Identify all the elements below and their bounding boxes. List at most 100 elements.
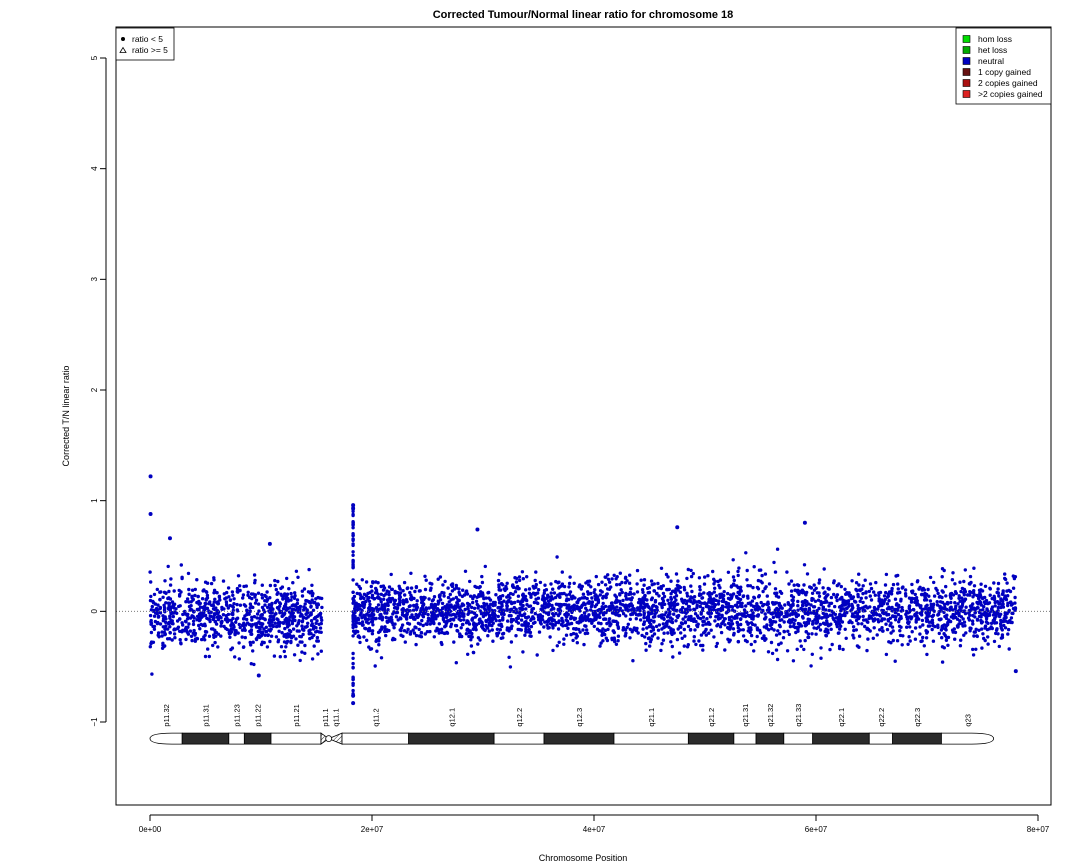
data-point bbox=[490, 628, 494, 632]
data-point bbox=[802, 563, 807, 567]
data-point bbox=[925, 631, 929, 635]
data-point bbox=[667, 612, 672, 616]
data-point bbox=[180, 575, 184, 579]
data-point bbox=[260, 593, 264, 597]
data-point bbox=[236, 574, 241, 578]
data-point bbox=[234, 620, 238, 624]
data-point bbox=[542, 625, 546, 629]
data-point bbox=[806, 632, 811, 636]
data-point bbox=[572, 616, 576, 620]
data-point bbox=[358, 640, 362, 645]
data-point bbox=[380, 618, 384, 622]
data-point bbox=[554, 595, 558, 600]
data-point bbox=[274, 624, 279, 629]
data-point bbox=[600, 590, 604, 594]
data-point bbox=[572, 603, 576, 607]
data-point bbox=[798, 639, 802, 643]
data-point bbox=[461, 622, 465, 627]
data-point bbox=[750, 616, 754, 621]
data-point bbox=[643, 593, 647, 598]
data-point bbox=[832, 617, 836, 622]
data-point bbox=[951, 612, 955, 617]
data-point bbox=[1003, 576, 1007, 581]
data-point bbox=[213, 640, 217, 645]
data-point bbox=[644, 641, 648, 646]
data-point bbox=[641, 627, 645, 631]
data-point bbox=[871, 636, 875, 640]
data-point bbox=[446, 595, 451, 600]
data-point bbox=[179, 563, 183, 567]
data-point bbox=[509, 620, 514, 624]
data-point bbox=[975, 606, 980, 610]
data-point bbox=[377, 636, 381, 640]
data-point bbox=[984, 617, 989, 621]
data-point bbox=[160, 646, 165, 650]
data-point bbox=[477, 593, 481, 597]
data-point bbox=[280, 631, 284, 635]
data-point bbox=[189, 607, 193, 612]
data-point bbox=[582, 642, 586, 647]
data-point bbox=[688, 608, 692, 612]
data-point bbox=[266, 633, 270, 637]
data-point bbox=[429, 602, 434, 607]
data-point bbox=[204, 606, 209, 611]
data-point bbox=[816, 598, 821, 602]
data-point bbox=[707, 631, 711, 635]
data-point bbox=[269, 610, 273, 614]
data-point bbox=[544, 588, 549, 592]
data-point bbox=[547, 595, 551, 599]
data-point bbox=[971, 591, 976, 595]
data-point bbox=[195, 637, 200, 641]
open-triangle-icon bbox=[119, 46, 127, 53]
data-point bbox=[264, 625, 268, 629]
data-point bbox=[229, 627, 233, 631]
data-point bbox=[670, 620, 675, 625]
data-point bbox=[271, 607, 275, 611]
data-point bbox=[857, 645, 861, 649]
data-point bbox=[415, 599, 419, 603]
data-point bbox=[371, 616, 375, 620]
data-point bbox=[519, 618, 524, 622]
data-point bbox=[844, 636, 848, 640]
data-point bbox=[599, 621, 603, 626]
data-point bbox=[971, 622, 975, 626]
data-point bbox=[880, 626, 884, 630]
data-point bbox=[301, 616, 305, 620]
data-point bbox=[865, 648, 869, 653]
data-point bbox=[476, 642, 480, 646]
data-point bbox=[582, 611, 587, 615]
data-point bbox=[964, 605, 968, 609]
data-point bbox=[221, 613, 226, 617]
data-point bbox=[228, 603, 232, 608]
data-point bbox=[148, 613, 153, 618]
data-point bbox=[366, 629, 371, 633]
data-point bbox=[962, 593, 966, 597]
data-point bbox=[942, 602, 947, 607]
data-point bbox=[294, 569, 299, 573]
data-point bbox=[530, 607, 534, 612]
data-point bbox=[390, 587, 394, 592]
data-point bbox=[896, 582, 900, 586]
data-point bbox=[581, 592, 586, 596]
data-point bbox=[918, 585, 922, 589]
data-point bbox=[253, 578, 257, 583]
data-point bbox=[221, 579, 226, 583]
data-point bbox=[521, 594, 526, 598]
data-point bbox=[455, 601, 459, 605]
data-point bbox=[246, 593, 250, 597]
data-point bbox=[714, 644, 718, 649]
band-label: q22.2 bbox=[877, 708, 886, 727]
data-point bbox=[868, 605, 872, 609]
data-point bbox=[351, 623, 355, 627]
data-point bbox=[729, 593, 733, 597]
data-point bbox=[307, 567, 311, 572]
data-point bbox=[161, 625, 165, 629]
data-point bbox=[819, 656, 823, 660]
data-point bbox=[691, 601, 695, 605]
data-point bbox=[772, 560, 776, 565]
data-point bbox=[712, 582, 716, 586]
data-point bbox=[265, 605, 270, 610]
data-point bbox=[923, 595, 927, 599]
data-point bbox=[925, 618, 930, 622]
